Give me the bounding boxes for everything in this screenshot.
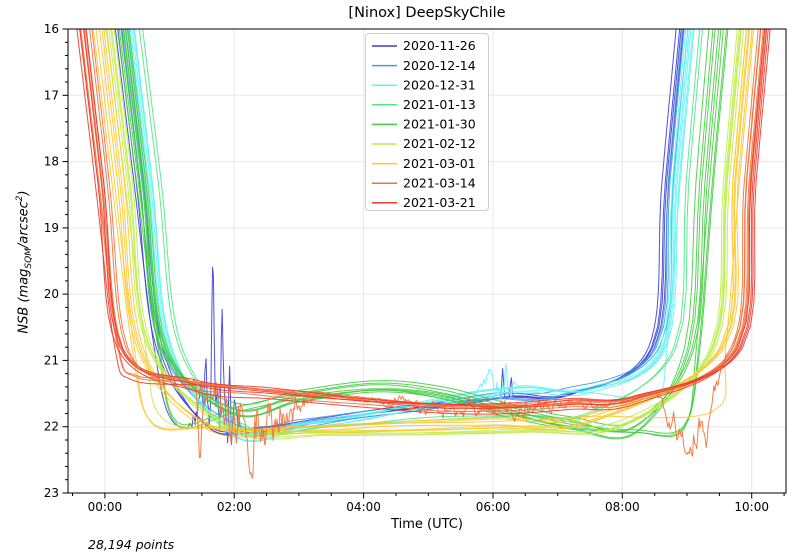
legend-item-2021-01-13: 2021-01-13 [372, 97, 476, 112]
y-tick-label: 23 [44, 486, 59, 500]
y-axis-label: NSB (magSQM/arcsec2) [15, 190, 34, 334]
legend-box [365, 33, 489, 211]
chart-title: [Ninox] DeepSkyChile [348, 5, 506, 21]
night-curve [106, 29, 755, 433]
y-tick-label: 17 [44, 88, 59, 102]
legend-label: 2020-12-31 [403, 77, 476, 92]
night-curve [91, 29, 767, 412]
y-tick-label: 18 [44, 155, 59, 169]
night-curve [113, 29, 745, 438]
legend-item-2020-12-31: 2020-12-31 [372, 77, 476, 92]
legend-label: 2020-11-26 [403, 38, 476, 53]
y-tick-label: 20 [44, 287, 59, 301]
y-tick-label: 21 [44, 353, 59, 367]
legend-label: 2021-01-13 [403, 97, 476, 112]
axes-spines [67, 28, 787, 494]
series-curves [76, 29, 771, 479]
night-curve [116, 29, 710, 439]
night-curve [98, 29, 750, 438]
legend-label: 2021-03-01 [403, 156, 476, 171]
legend-label: 2021-03-14 [403, 175, 476, 190]
night-curve [79, 29, 768, 415]
legend-item-2021-03-01: 2021-03-01 [372, 156, 476, 171]
night-curve [126, 29, 728, 434]
x-axis-label: Time (UTC) [391, 517, 463, 532]
y-tick-label: 19 [44, 221, 59, 235]
night-curve [108, 29, 740, 436]
legend-label: 2021-03-21 [403, 195, 476, 210]
x-tick-label: 08:00 [605, 500, 640, 514]
legend-label: 2021-01-30 [403, 117, 476, 132]
x-tick-label: 10:00 [734, 500, 769, 514]
legend: 2020-11-26 2020-12-14 2020-12-31 2021-01-13… [365, 33, 489, 211]
y-tick-label: 16 [44, 22, 59, 36]
legend-item-2021-03-21: 2021-03-21 [372, 195, 476, 210]
x-tick-label: 00:00 [88, 500, 123, 514]
night-curve [85, 29, 771, 405]
legend-item-2020-12-14: 2020-12-14 [372, 58, 476, 73]
points-count-annotation: 28,194 points [88, 537, 175, 552]
x-tick-label: 02:00 [217, 500, 252, 514]
series-curve-2021-03-21 [76, 29, 771, 415]
night-curve [89, 29, 766, 407]
axis-ticks [62, 28, 785, 499]
x-tick-label: 06:00 [476, 500, 511, 514]
legend-item-2021-02-12: 2021-02-12 [372, 136, 476, 151]
legend-label: 2021-02-12 [403, 136, 476, 151]
legend-item-2021-01-30: 2021-01-30 [372, 117, 476, 132]
legend-item-2021-03-14: 2021-03-14 [372, 175, 476, 190]
night-curve [83, 29, 769, 410]
x-tick-label: 04:00 [346, 500, 381, 514]
legend-label: 2020-12-14 [403, 58, 476, 73]
tick-labels: 00:00 02:00 04:00 06:00 08:00 10:00 16 17 18 19 20… [44, 22, 769, 514]
y-tick-label: 22 [44, 420, 59, 434]
legend-item-2020-11-26: 2020-11-26 [372, 38, 476, 53]
